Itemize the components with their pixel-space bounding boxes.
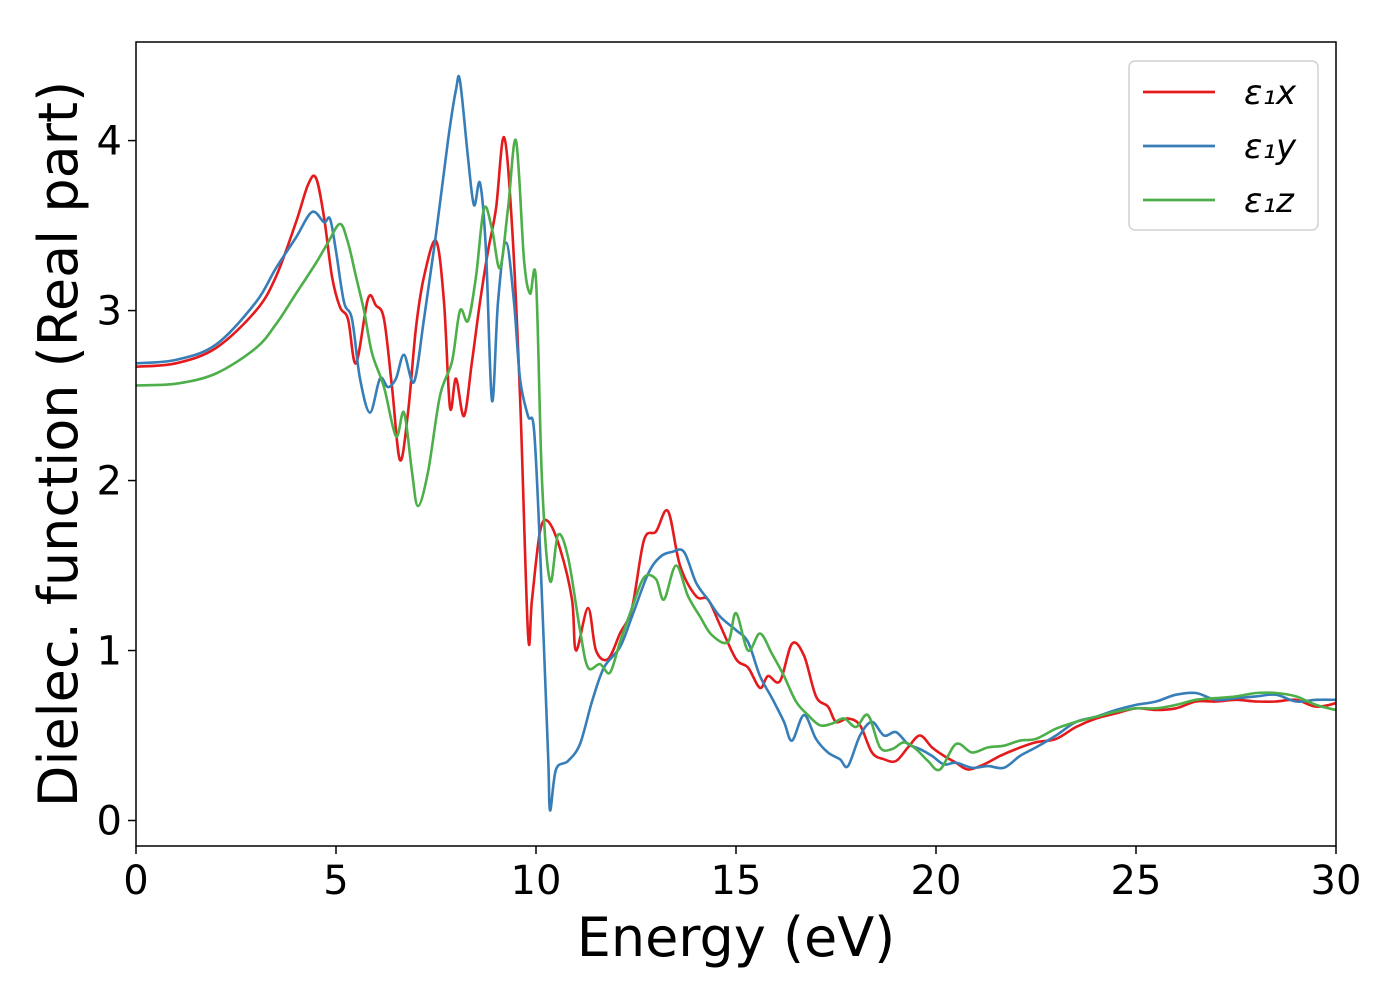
legend-label: ε₁x [1244,73,1297,113]
legend-label: ε₁z [1244,181,1295,221]
x-axis-title: Energy (eV) [577,906,896,969]
legend-items: ε₁x ε₁y ε₁z [1143,73,1297,221]
legend: ε₁x ε₁y ε₁z [1128,60,1319,231]
y-tick-label: 3 [97,289,122,335]
x-tick-label: 30 [1311,858,1362,904]
y-tick-label: 1 [97,629,122,675]
x-tick-label: 15 [711,858,762,904]
plot-lines [136,74,1336,812]
x-tick-label: 0 [123,858,148,904]
x-tick-label: 5 [323,858,348,904]
series-line-3 [136,138,1336,772]
legend-label: ε₁y [1244,127,1297,167]
y-axis: 0 1 2 3 4 [97,119,136,845]
x-axis: 0 5 10 15 20 25 30 [123,846,1361,904]
y-tick-label: 4 [97,119,122,165]
series-line-1 [136,135,1336,771]
y-axis-title: Dielec. function (Real part) [27,81,90,807]
y-tick-label: 2 [97,459,122,505]
x-tick-label: 20 [911,858,962,904]
series-line-2 [136,74,1336,812]
y-tick-label: 0 [97,799,122,845]
x-tick-label: 10 [511,858,562,904]
legend-box [1128,60,1319,231]
x-tick-label: 25 [1111,858,1162,904]
